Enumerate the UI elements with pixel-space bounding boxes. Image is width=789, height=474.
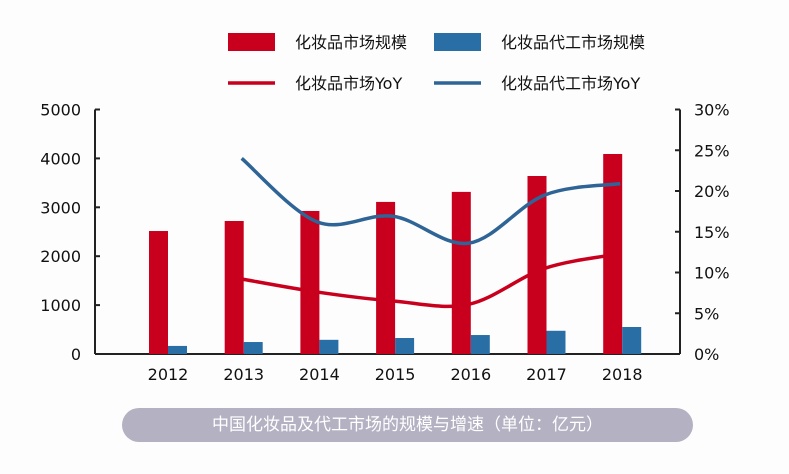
chart-caption: 中国化妆品及代工市场的规模与增速（单位：亿元）: [122, 408, 693, 442]
line-oem-yoy: [240, 157, 621, 246]
legend-label: 化妆品代工市场规模: [501, 33, 645, 52]
legend-swatch: [434, 33, 481, 51]
bar-market-2012: [149, 231, 168, 354]
right-tick-label: 20%: [694, 182, 730, 201]
bar-oem-2014: [319, 339, 339, 354]
legend-label: 化妆品代工市场YoY: [501, 74, 640, 93]
right-tick-label: 25%: [694, 141, 730, 160]
bar-market-2015: [376, 201, 396, 354]
bar-market-2016: [451, 191, 471, 354]
legend-swatch: [228, 33, 275, 51]
right-tick-label: 5%: [694, 304, 719, 323]
bar-market-2014: [300, 210, 320, 354]
bar-oem-2016: [470, 335, 490, 354]
bar-market-2013: [224, 220, 244, 354]
legend-label: 化妆品市场YoY: [295, 74, 402, 93]
left-tick-label: 0: [71, 345, 81, 364]
left-tick-label: 4000: [40, 149, 81, 168]
right-tick-label: 30%: [694, 101, 730, 120]
bar-oem-2018: [622, 327, 642, 354]
bar-oem-2012: [168, 345, 187, 354]
legend-label: 化妆品市场规模: [295, 33, 407, 52]
left-tick-label: 2000: [40, 247, 81, 266]
bar-oem-2015: [395, 338, 415, 354]
left-tick-label: 1000: [40, 296, 81, 315]
x-tick-label: 2018: [602, 365, 643, 384]
x-tick-label: 2013: [223, 365, 264, 384]
bar-oem-2013: [243, 342, 263, 354]
x-tick-label: 2014: [299, 365, 340, 384]
bar-oem-2017: [546, 330, 566, 354]
line-market-yoy: [241, 252, 621, 309]
x-tick-label: 2017: [526, 365, 567, 384]
x-tick-label: 2015: [375, 365, 416, 384]
x-tick-label: 2012: [148, 365, 189, 384]
right-tick-label: 0%: [694, 345, 719, 364]
right-tick-label: 15%: [694, 223, 730, 242]
right-tick-label: 10%: [694, 264, 730, 283]
bar-market-2017: [527, 176, 547, 354]
left-tick-label: 3000: [40, 198, 81, 217]
x-tick-label: 2016: [450, 365, 491, 384]
left-tick-label: 5000: [40, 101, 81, 120]
